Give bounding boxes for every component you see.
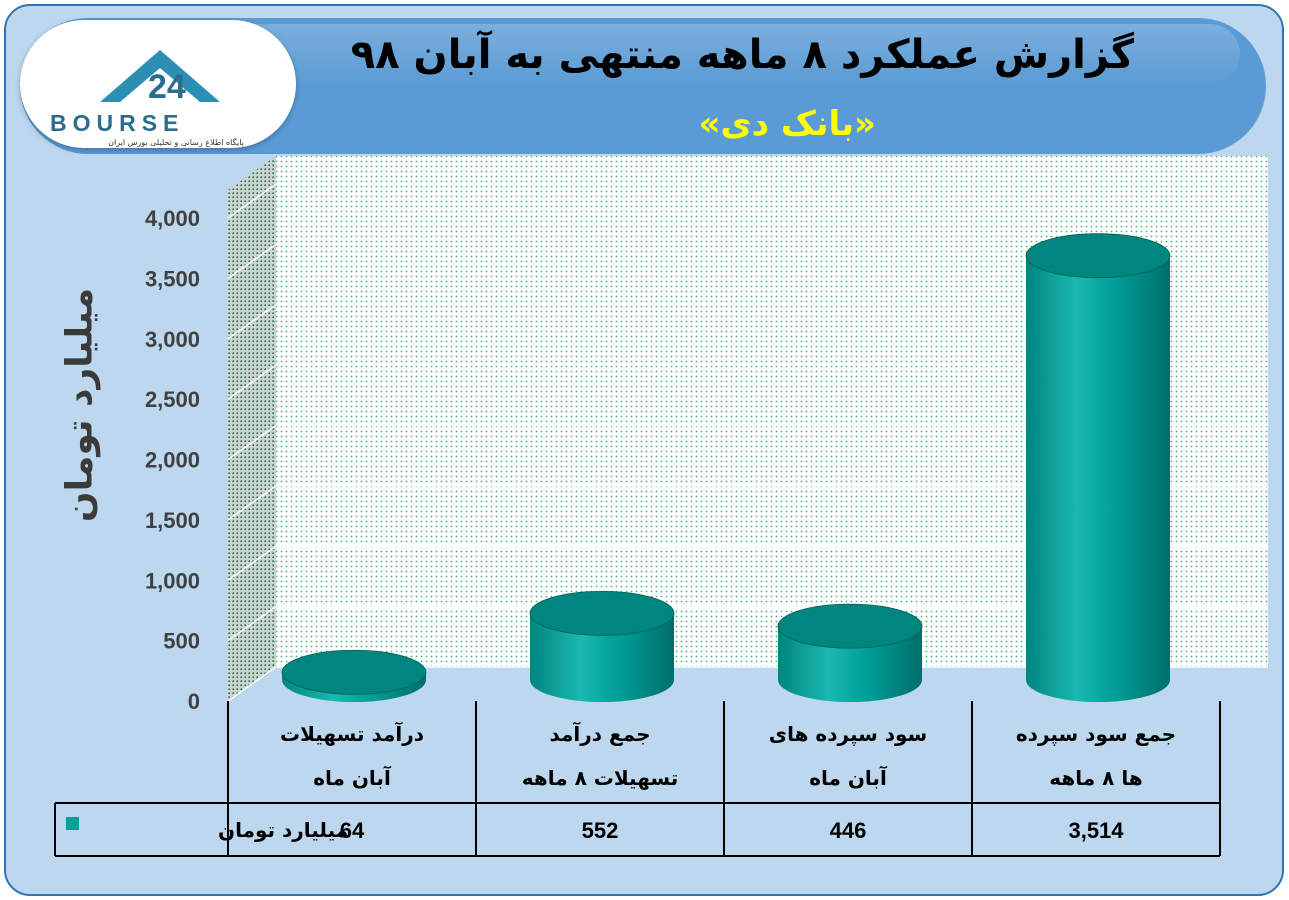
bar-top (777, 603, 923, 649)
logo-caption: پایگاه اطلاع رسانی و تحلیلی بورس ایران (108, 138, 244, 147)
y-tick-label: 500 (163, 629, 200, 654)
plot-side-wall (228, 156, 276, 701)
y-axis-label: میلیارد تومان (59, 287, 101, 523)
y-tick-label: 3,500 (145, 266, 200, 291)
y-tick-label: 1,500 (145, 508, 200, 533)
logo-wordmark: BOURSE (50, 110, 185, 136)
gridline (227, 424, 1268, 461)
gridline (227, 545, 1268, 581)
chart-title: گزارش عملکرد ۸ ماهه منتهی به آبان ۹۸ (350, 32, 1134, 78)
bar-top (529, 590, 675, 636)
y-tick-label: 3,000 (145, 327, 200, 352)
y-tick-label: 4,000 (145, 206, 200, 231)
bar-top (281, 649, 427, 695)
legend-swatch (66, 817, 79, 830)
x-tick-label: سود سپرده های (769, 722, 927, 747)
data-label: 64 (340, 818, 365, 843)
logo-mark-icon: 24 (100, 50, 220, 106)
gridline (227, 485, 1268, 521)
x-tick-label: آبان ماه (313, 765, 392, 790)
data-label: 446 (830, 818, 867, 843)
gridline (227, 304, 1268, 340)
gridline (227, 243, 1268, 279)
data-label: 3,514 (1068, 818, 1124, 843)
gridline (227, 666, 1268, 702)
gridline (227, 364, 1268, 400)
gridline (227, 183, 1268, 219)
y-tick-label: 1,000 (145, 568, 200, 593)
bar (777, 603, 923, 702)
bar (1025, 233, 1171, 702)
x-tick-label: تسهیلات ۸ ماهه (522, 766, 679, 790)
x-tick-label: درآمد تسهیلات (280, 721, 424, 746)
chart-subtitle: «بانک دی» (698, 104, 877, 144)
y-tick-label: 0 (188, 689, 200, 714)
logo-mark-text: 24 (148, 68, 186, 106)
bourse-logo: 24 BOURSE پایگاه اطلاع رسانی و تحلیلی بو… (20, 20, 296, 148)
bar (281, 649, 427, 702)
bar-body (530, 613, 674, 702)
bar-body (1026, 255, 1170, 702)
gridline (227, 605, 1268, 642)
y-tick-label: 2,000 (145, 448, 200, 473)
x-tick-label: آبان ماه (809, 765, 888, 790)
bar-top (1025, 233, 1171, 279)
x-tick-label: ها ۸ ماهه (1049, 766, 1142, 790)
legend-label: میلیارد تومان (218, 818, 348, 842)
x-tick-label: جمع سود سپرده (1016, 722, 1176, 747)
bar (529, 590, 675, 702)
y-tick-label: 2,500 (145, 387, 200, 412)
data-label: 552 (582, 818, 619, 843)
x-tick-label: جمع درآمد (549, 721, 650, 746)
